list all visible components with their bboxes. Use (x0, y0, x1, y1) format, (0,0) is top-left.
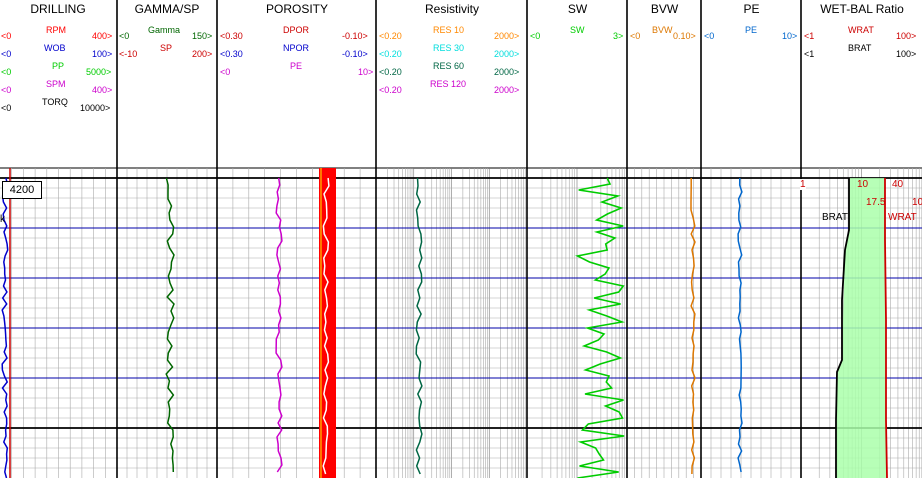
bvw-name: BVW (652, 25, 673, 35)
wetbal-v40: 40 (892, 179, 904, 190)
drilling-depth-marker: k (0, 214, 5, 225)
res-120-right: 2000> (494, 85, 520, 95)
wetbal-wrat-name: WRAT (848, 25, 874, 35)
track-title-bvw: BVW (650, 2, 679, 16)
sw-right: 3> (613, 31, 624, 41)
track-title-sw: SW (567, 2, 588, 16)
gamma-sp-right: 200> (192, 49, 213, 59)
por-npor-left: <0.30 (220, 49, 243, 59)
res-60-name: RES 60 (433, 61, 465, 71)
gamma-gamma-name: Gamma (148, 25, 181, 35)
brat-curve (835, 178, 850, 478)
res-120-name: RES 120 (430, 79, 467, 89)
drilling-rpm-name: RPM (46, 25, 66, 35)
track-title-porosity: POROSITY (265, 2, 328, 16)
track-title-resistivity: Resistivity (424, 2, 479, 16)
drilling-pp-right: 5000> (86, 67, 112, 77)
res-curve (415, 177, 423, 475)
dpor-curve (322, 177, 330, 475)
drilling-wob-name: WOB (44, 43, 66, 53)
npor-pe-curve (275, 177, 283, 473)
pe-curve (737, 177, 743, 473)
res-60-right: 2000> (494, 67, 520, 77)
pe-left: <0 (704, 31, 715, 41)
drilling-pp-left: <0 (1, 67, 12, 77)
drilling-pp-name: PP (52, 61, 65, 71)
gamma-gamma-right: 150> (192, 31, 213, 41)
res-10-name: RES 10 (433, 25, 465, 35)
por-dpor-right: -0.10> (342, 31, 368, 41)
track-title-pe: PE (743, 2, 760, 16)
wob-curve (1, 177, 9, 478)
drilling-torq-left: <0 (1, 103, 12, 113)
wrat-curve (884, 178, 888, 478)
wetbal-wrat-right: 100> (896, 31, 917, 41)
bvw-curve (690, 178, 696, 475)
drilling-wob-left: <0 (1, 49, 12, 59)
wetbal-v10: 10 (857, 179, 869, 190)
wetbal-fill (836, 178, 887, 478)
drilling-rpm-left: <0 (1, 31, 12, 41)
wetbal-v17-5: 17.5 (866, 197, 886, 208)
wetbal-v10b: 10 (912, 197, 922, 208)
track-title-drilling: DRILLING (30, 2, 86, 16)
drilling-spm-right: 400> (92, 85, 113, 95)
wetbal-wrat-tag: WRAT (888, 212, 917, 223)
pe-name: PE (745, 25, 758, 35)
drilling-spm-left: <0 (1, 85, 12, 95)
drilling-spm-name: SPM (46, 79, 66, 89)
dpor-fill (319, 168, 336, 478)
gamma-curve (165, 177, 175, 473)
por-dpor-left: <0.30 (220, 31, 243, 41)
drilling-wob-right: 100> (92, 49, 113, 59)
gamma-sp-name: SP (160, 43, 173, 53)
gamma-gamma-left: <0 (119, 31, 130, 41)
res-10-right: 2000> (494, 31, 520, 41)
res-30-name: RES 30 (433, 43, 465, 53)
gamma-sp-left: <-10 (119, 49, 138, 59)
sw-left: <0 (530, 31, 541, 41)
track-title-wetbal: WET-BAL Ratio (820, 2, 904, 16)
por-npor-name: NPOR (283, 43, 310, 53)
wetbal-left-tick: 1 (800, 179, 806, 190)
por-npor-right: -0.10> (342, 49, 368, 59)
por-pe-left: <0 (220, 67, 231, 77)
por-pe-right: 10> (358, 67, 374, 77)
res-30-left: <0.20 (379, 49, 402, 59)
sw-curve (575, 177, 625, 478)
pe-right: 10> (782, 31, 798, 41)
drilling-torq-name: TORQ (42, 97, 68, 107)
res-120-left: <0.20 (379, 85, 402, 95)
por-pe-name: PE (290, 61, 303, 71)
wetbal-brat-tag: BRAT (822, 212, 848, 223)
wetbal-brat-left: <1 (804, 49, 815, 59)
bvw-right: 0.10> (673, 31, 696, 41)
wetbal-brat-right: 100> (896, 49, 917, 59)
track-title-gamma: GAMMA/SP (134, 2, 200, 16)
sw-name: SW (570, 25, 585, 35)
depth-label: 4200 (2, 181, 42, 199)
wetbal-brat-name: BRAT (848, 43, 872, 53)
res-60-left: <0.20 (379, 67, 402, 77)
wetbal-wrat-left: <1 (804, 31, 815, 41)
por-dpor-name: DPOR (283, 25, 310, 35)
drilling-torq-right: 10000> (80, 103, 111, 113)
drilling-rpm-right: 400> (92, 31, 113, 41)
res-30-right: 2000> (494, 49, 520, 59)
res-10-left: <0.20 (379, 31, 402, 41)
bvw-left: <0 (630, 31, 641, 41)
